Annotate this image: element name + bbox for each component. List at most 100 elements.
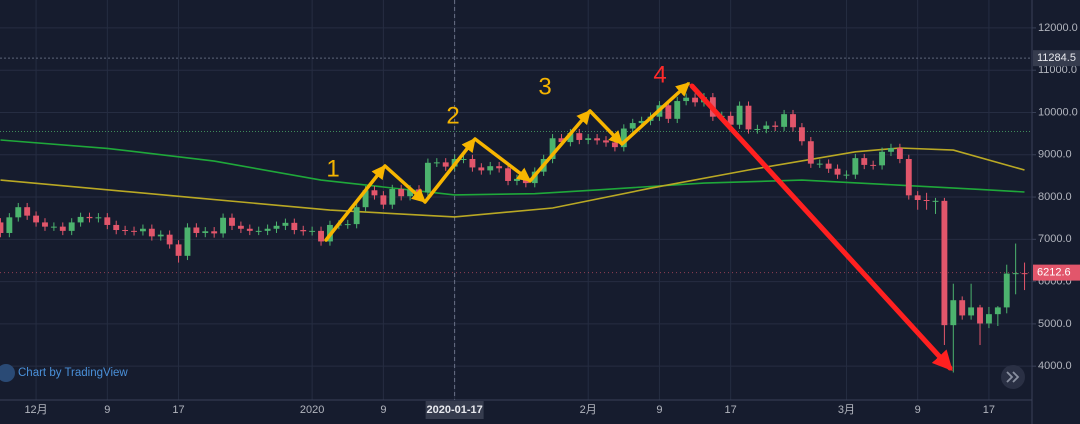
candle-body <box>122 230 129 232</box>
candle-body <box>104 217 111 225</box>
candle-body <box>603 140 609 143</box>
candle-body <box>344 224 351 226</box>
watermark: Chart by TradingView <box>0 364 128 382</box>
candle-body <box>914 195 921 200</box>
candle-body <box>611 142 618 148</box>
x-tick-label: 17 <box>983 404 995 416</box>
candle-body <box>246 228 253 231</box>
arrow <box>383 164 427 203</box>
candle-body <box>255 230 262 232</box>
candle-body <box>300 230 307 232</box>
candle-body <box>229 217 235 226</box>
candle-body <box>416 189 422 193</box>
candle-body <box>148 228 155 237</box>
candle-body <box>985 314 992 324</box>
x-tick-label: 9 <box>104 404 110 416</box>
arrow <box>620 82 691 146</box>
candle-body <box>834 168 841 175</box>
candle-body <box>15 207 22 218</box>
y-tick-label: 7000.0 <box>1038 233 1072 245</box>
candle-body <box>558 138 565 143</box>
x-tick-label: 17 <box>172 404 184 416</box>
candle-body <box>852 158 859 175</box>
candle-body <box>131 230 137 232</box>
x-tick-label: 9 <box>656 404 662 416</box>
annotation-label: 4 <box>653 61 666 88</box>
moving-average <box>0 147 1025 218</box>
candle-body <box>888 147 894 152</box>
candle-body <box>798 127 805 142</box>
x-tick-label: 2020 <box>300 404 324 416</box>
x-tick-label: 12月 <box>24 404 47 416</box>
candle-body <box>977 307 983 324</box>
scroll-button[interactable] <box>1001 365 1025 389</box>
candle-body <box>843 174 850 176</box>
candle-body <box>139 228 146 232</box>
candle-body <box>638 120 645 124</box>
x-tick-label: 2月 <box>580 404 597 416</box>
candle-body <box>478 167 485 171</box>
candle-body <box>576 133 583 140</box>
candle-body <box>825 163 832 169</box>
arrow <box>528 109 591 183</box>
candle-body <box>549 138 556 159</box>
candle-body <box>514 178 520 181</box>
candle-body <box>941 200 948 326</box>
candle-body <box>807 141 814 164</box>
candle-body <box>50 226 57 228</box>
candle-body <box>95 217 102 219</box>
candle-body <box>211 231 218 234</box>
candle-body <box>994 307 1001 315</box>
candle-body <box>905 158 912 196</box>
candle-body <box>184 227 191 256</box>
candle-body <box>736 105 743 125</box>
arrow <box>689 83 953 371</box>
candle-body <box>460 158 467 160</box>
candle-body <box>353 207 360 225</box>
candle-body <box>33 215 40 223</box>
moving-average <box>0 139 1025 196</box>
crosshair-label-bg <box>425 401 484 419</box>
watermark-icon <box>0 364 15 382</box>
candle-body <box>469 158 476 168</box>
candle-body <box>282 222 289 226</box>
candle-body <box>816 163 823 165</box>
candle-body <box>585 138 592 140</box>
candle-body <box>629 123 636 129</box>
last-price-bg <box>1033 264 1080 281</box>
candle-body <box>950 300 957 326</box>
candle-body <box>157 234 164 237</box>
candle-body <box>202 231 209 233</box>
candle-body <box>442 162 449 167</box>
arrow <box>423 137 476 204</box>
x-tick-label: 9 <box>915 404 921 416</box>
candle-body <box>754 128 761 130</box>
candle-body <box>42 222 48 227</box>
arrow <box>588 109 623 146</box>
candle-body <box>380 195 387 205</box>
x-tick-label: 3月 <box>838 404 855 416</box>
candle-body <box>77 216 84 223</box>
scroll-button-icon[interactable] <box>1006 371 1020 383</box>
candle-body <box>398 189 405 197</box>
candle-body <box>496 166 503 169</box>
candle-body <box>923 200 930 201</box>
price-label-bg <box>1033 50 1080 67</box>
candle-body <box>487 166 494 171</box>
candle-body <box>291 222 298 231</box>
last-price-label: 6212.6 <box>1037 267 1071 279</box>
candle-body <box>0 222 4 233</box>
x-tick-label: 9 <box>380 404 386 416</box>
candle-body <box>727 115 734 125</box>
candle-body <box>166 234 173 245</box>
candle-body <box>318 230 324 242</box>
y-tick-label: 12000.0 <box>1038 22 1078 34</box>
watermark-text: Chart by TradingView <box>18 367 128 379</box>
annotation-arrows <box>324 82 953 371</box>
y-tick-label: 10000.0 <box>1038 106 1078 118</box>
candle-body <box>424 162 431 193</box>
candle-body <box>24 207 31 216</box>
arrow <box>324 164 386 242</box>
candle-body <box>567 133 574 143</box>
